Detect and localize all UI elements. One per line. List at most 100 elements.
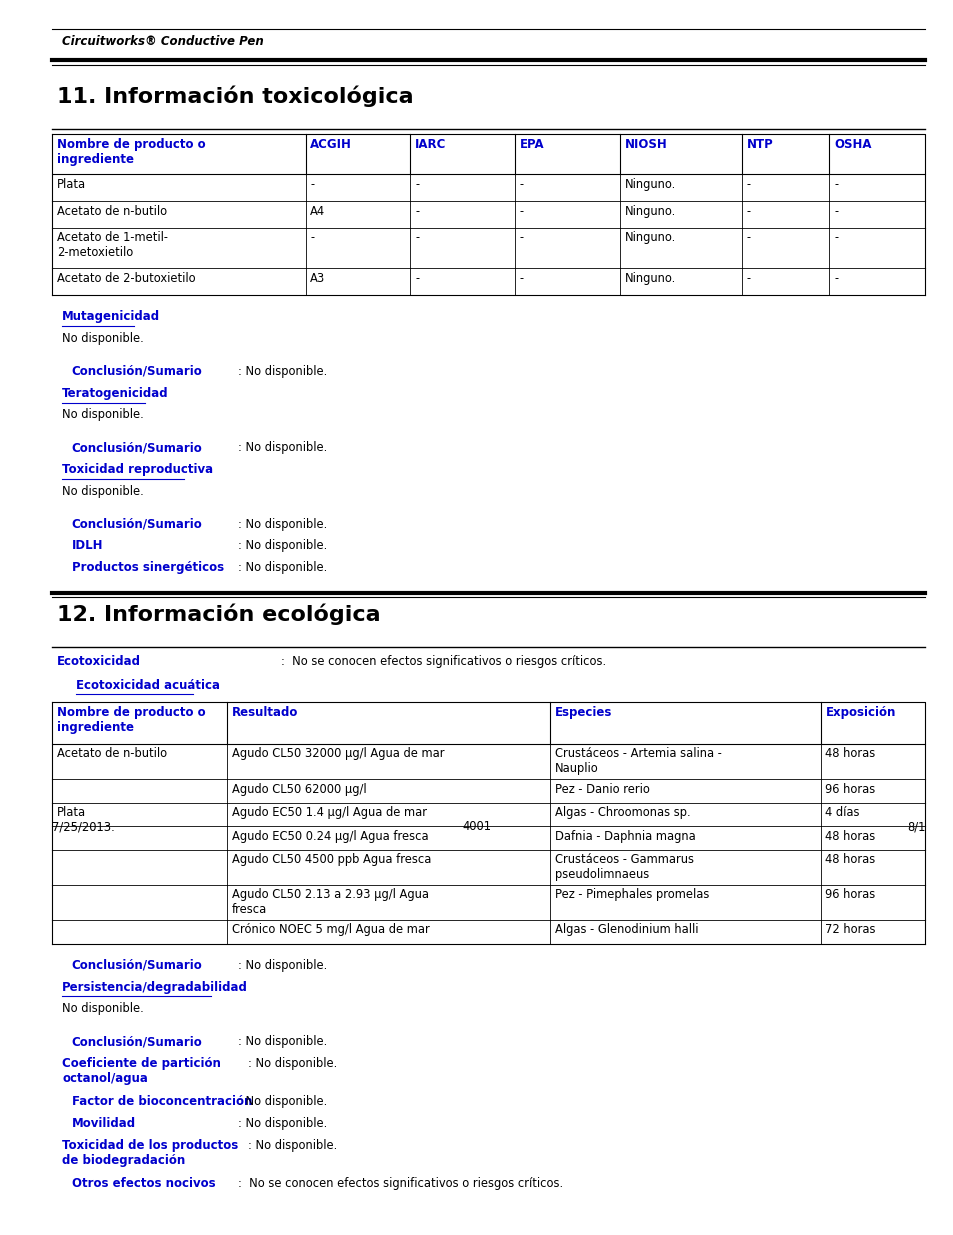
- Text: No disponible.: No disponible.: [62, 332, 144, 345]
- Text: 11. Información toxicológica: 11. Información toxicológica: [57, 85, 414, 107]
- Text: Coeficiente de partición
octanol/agua: Coeficiente de partición octanol/agua: [62, 1057, 221, 1084]
- Text: Plata: Plata: [57, 178, 87, 191]
- Text: Persistencia/degradabilidad: Persistencia/degradabilidad: [62, 981, 248, 993]
- Text: No disponible.: No disponible.: [62, 485, 144, 498]
- Text: Conclusión/Sumario: Conclusión/Sumario: [71, 1035, 202, 1049]
- Text: Circuitworks® Conductive Pen: Circuitworks® Conductive Pen: [62, 36, 263, 48]
- Text: :  No se conocen efectos significativos o riesgos críticos.: : No se conocen efectos significativos o…: [238, 1177, 563, 1189]
- Text: -: -: [746, 231, 750, 245]
- Text: Acetato de n-butilo: Acetato de n-butilo: [57, 747, 167, 761]
- Text: Agudo CL50 32000 μg/l Agua de mar: Agudo CL50 32000 μg/l Agua de mar: [232, 747, 444, 761]
- Text: No disponible.: No disponible.: [62, 1003, 144, 1015]
- Text: Algas - Chroomonas sp.: Algas - Chroomonas sp.: [555, 806, 690, 819]
- Text: Movilidad: Movilidad: [71, 1116, 135, 1130]
- Text: -: -: [310, 231, 314, 245]
- Text: 8/1: 8/1: [906, 820, 924, 834]
- Text: : No disponible.: : No disponible.: [238, 540, 328, 552]
- Text: Dafnia - Daphnia magna: Dafnia - Daphnia magna: [555, 830, 695, 842]
- Text: 48 horas: 48 horas: [824, 830, 875, 842]
- Text: 96 horas: 96 horas: [824, 888, 875, 902]
- Text: Plata: Plata: [57, 806, 87, 819]
- Text: Productos sinergéticos: Productos sinergéticos: [71, 561, 223, 574]
- Text: Conclusión/Sumario: Conclusión/Sumario: [71, 517, 202, 531]
- Text: -: -: [833, 178, 838, 191]
- Text: Factor de bioconcentración: Factor de bioconcentración: [71, 1095, 252, 1108]
- Text: Mutagenicidad: Mutagenicidad: [62, 310, 160, 324]
- Text: -: -: [415, 272, 418, 285]
- Text: Crustáceos - Artemia salina -
Nauplio: Crustáceos - Artemia salina - Nauplio: [555, 747, 720, 776]
- Text: NIOSH: NIOSH: [624, 138, 667, 152]
- Text: Exposición: Exposición: [824, 706, 895, 719]
- Text: Pez - Danio rerio: Pez - Danio rerio: [555, 783, 649, 795]
- Text: Crónico NOEC 5 mg/l Agua de mar: Crónico NOEC 5 mg/l Agua de mar: [232, 924, 429, 936]
- Text: Resultado: Resultado: [232, 706, 298, 719]
- Text: Ecotoxicidad: Ecotoxicidad: [57, 655, 141, 668]
- Text: Nombre de producto o
ingrediente: Nombre de producto o ingrediente: [57, 138, 206, 167]
- Text: Toxicidad reproductiva: Toxicidad reproductiva: [62, 463, 213, 475]
- Text: Especies: Especies: [555, 706, 612, 719]
- Text: Ninguno.: Ninguno.: [624, 205, 675, 217]
- Text: Agudo CL50 4500 ppb Agua fresca: Agudo CL50 4500 ppb Agua fresca: [232, 853, 431, 866]
- Text: : No disponible.: : No disponible.: [238, 517, 328, 531]
- Text: Agudo CL50 2.13 a 2.93 μg/l Agua
fresca: Agudo CL50 2.13 a 2.93 μg/l Agua fresca: [232, 888, 428, 916]
- Text: Acetato de 2-butoxietilo: Acetato de 2-butoxietilo: [57, 272, 195, 285]
- Text: Crustáceos - Gammarus
pseudolimnaeus: Crustáceos - Gammarus pseudolimnaeus: [555, 853, 693, 881]
- Text: -: -: [519, 272, 523, 285]
- Text: -: -: [310, 178, 314, 191]
- Text: Conclusión/Sumario: Conclusión/Sumario: [71, 958, 202, 972]
- Text: : No disponible.: : No disponible.: [238, 958, 328, 972]
- Text: Ecotoxicidad acuática: Ecotoxicidad acuática: [76, 678, 220, 692]
- Text: : No disponible.: : No disponible.: [238, 1035, 328, 1049]
- Text: Agudo CL50 62000 μg/l: Agudo CL50 62000 μg/l: [232, 783, 366, 795]
- Text: 4001: 4001: [462, 820, 491, 834]
- Text: Otros efectos nocivos: Otros efectos nocivos: [71, 1177, 215, 1189]
- Text: EPA: EPA: [519, 138, 544, 152]
- Text: -: -: [746, 178, 750, 191]
- Text: A3: A3: [310, 272, 325, 285]
- Text: Teratogenicidad: Teratogenicidad: [62, 387, 169, 400]
- Text: -: -: [519, 205, 523, 217]
- Text: OSHA: OSHA: [833, 138, 871, 152]
- Text: -: -: [746, 205, 750, 217]
- Text: -: -: [833, 205, 838, 217]
- Text: : No disponible.: : No disponible.: [248, 1057, 337, 1070]
- Text: No disponible.: No disponible.: [62, 409, 144, 421]
- Text: Algas - Glenodinium halli: Algas - Glenodinium halli: [555, 924, 698, 936]
- Text: Toxicidad de los productos
de biodegradación: Toxicidad de los productos de biodegrada…: [62, 1139, 238, 1167]
- Text: -: -: [746, 272, 750, 285]
- Text: 48 horas: 48 horas: [824, 747, 875, 761]
- Text: NTP: NTP: [746, 138, 773, 152]
- Text: Ninguno.: Ninguno.: [624, 272, 675, 285]
- Text: Acetato de 1-metil-
2-metoxietilo: Acetato de 1-metil- 2-metoxietilo: [57, 231, 168, 259]
- Text: : No disponible.: : No disponible.: [238, 1095, 328, 1108]
- Text: : No disponible.: : No disponible.: [238, 441, 328, 454]
- Text: 4 días: 4 días: [824, 806, 859, 819]
- Text: 7/25/2013.: 7/25/2013.: [52, 820, 115, 834]
- Text: Ninguno.: Ninguno.: [624, 178, 675, 191]
- Text: : No disponible.: : No disponible.: [248, 1139, 337, 1151]
- Text: IDLH: IDLH: [71, 540, 103, 552]
- Text: -: -: [519, 178, 523, 191]
- Text: : No disponible.: : No disponible.: [238, 364, 328, 378]
- Text: Pez - Pimephales promelas: Pez - Pimephales promelas: [555, 888, 708, 902]
- Text: -: -: [833, 231, 838, 245]
- Text: 96 horas: 96 horas: [824, 783, 875, 795]
- Text: A4: A4: [310, 205, 325, 217]
- Text: Agudo EC50 1.4 μg/l Agua de mar: Agudo EC50 1.4 μg/l Agua de mar: [232, 806, 426, 819]
- Text: IARC: IARC: [415, 138, 446, 152]
- Text: 48 horas: 48 horas: [824, 853, 875, 866]
- Text: : No disponible.: : No disponible.: [238, 561, 328, 574]
- Text: 12. Información ecológica: 12. Información ecológica: [57, 603, 380, 625]
- Text: -: -: [415, 205, 418, 217]
- Text: -: -: [519, 231, 523, 245]
- Text: Ninguno.: Ninguno.: [624, 231, 675, 245]
- Text: Agudo EC50 0.24 μg/l Agua fresca: Agudo EC50 0.24 μg/l Agua fresca: [232, 830, 428, 842]
- Text: -: -: [833, 272, 838, 285]
- Text: :  No se conocen efectos significativos o riesgos críticos.: : No se conocen efectos significativos o…: [281, 655, 606, 668]
- Text: -: -: [415, 231, 418, 245]
- Text: -: -: [415, 178, 418, 191]
- Text: Acetato de n-butilo: Acetato de n-butilo: [57, 205, 167, 217]
- Text: ACGIH: ACGIH: [310, 138, 352, 152]
- Text: Conclusión/Sumario: Conclusión/Sumario: [71, 441, 202, 454]
- Text: Conclusión/Sumario: Conclusión/Sumario: [71, 364, 202, 378]
